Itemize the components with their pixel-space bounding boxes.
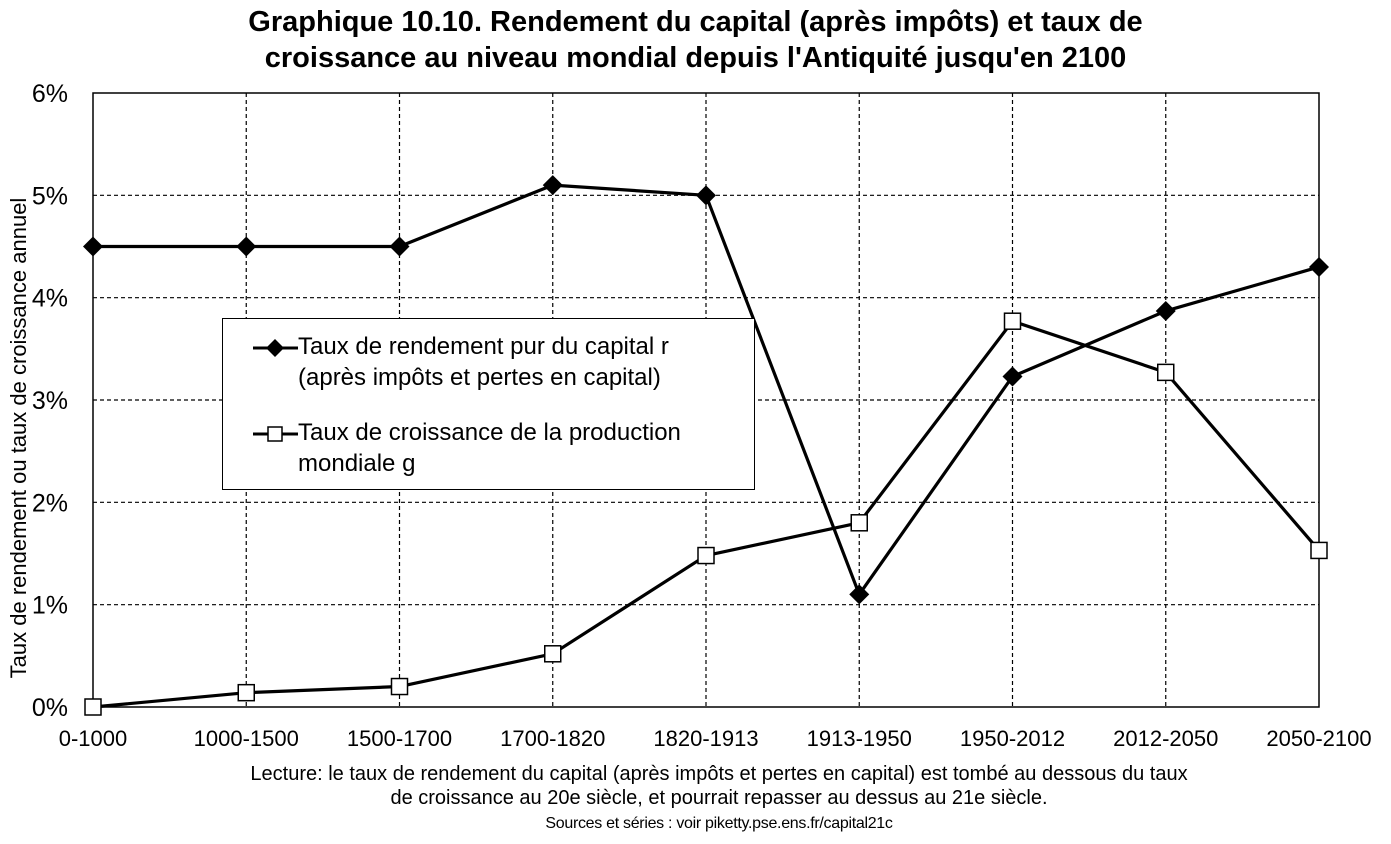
y-axis-tick-labels: 0% 1% 2% 3% 4% 5% 6% xyxy=(32,80,68,722)
data-point-diamond xyxy=(696,185,716,206)
data-point-square xyxy=(1003,312,1022,330)
data-point-diamond xyxy=(1155,300,1176,321)
y-tick-label: 1% xyxy=(32,592,68,620)
y-tick-label: 5% xyxy=(32,182,68,210)
x-tick-label: 2050-2100 xyxy=(1266,726,1371,751)
reading-note-line-2: de croissance au 20e siècle, et pourrait… xyxy=(390,787,1048,809)
data-point-diamond xyxy=(83,236,103,257)
data-point-square xyxy=(1310,541,1328,560)
data-point-diamond xyxy=(849,584,870,605)
data-point-diamond xyxy=(1309,256,1329,277)
x-tick-label: 1950-2012 xyxy=(960,726,1065,751)
data-point-square xyxy=(544,645,562,663)
y-axis-label: Taux de rendement ou taux de croissance … xyxy=(6,198,31,679)
data-point-diamond xyxy=(389,236,410,257)
x-tick-label: 1913-1950 xyxy=(807,726,912,751)
chart-title-line-1: Graphique 10.10. Rendement du capital (a… xyxy=(248,6,1143,38)
data-point-square xyxy=(390,677,409,696)
data-point-diamond xyxy=(1002,366,1023,387)
x-tick-label: 2012-2050 xyxy=(1113,726,1218,751)
reading-note-line-1: Lecture: le taux de rendement du capital… xyxy=(250,763,1188,785)
y-tick-label: 0% xyxy=(32,694,68,722)
legend-diamond-marker-icon xyxy=(266,339,284,357)
series-g-world-growth xyxy=(84,312,1328,716)
series-layer xyxy=(83,175,1329,716)
y-tick-label: 4% xyxy=(32,285,68,313)
data-point-square xyxy=(1157,363,1175,382)
sources-note: Sources et séries : voir piketty.pse.ens… xyxy=(545,815,893,832)
legend-square-marker-icon xyxy=(267,426,283,442)
data-point-diamond xyxy=(236,236,257,257)
reading-note: Lecture: le taux de rendement du capital… xyxy=(0,762,1391,810)
y-tick-label: 3% xyxy=(32,387,68,415)
y-tick-label: 6% xyxy=(32,80,68,108)
series-r-return-on-capital xyxy=(83,175,1329,605)
data-point-square xyxy=(697,546,715,565)
x-tick-label: 1820-1913 xyxy=(653,726,758,751)
plot-area-frame xyxy=(92,92,1320,708)
legend-label-r-line-1: Taux de rendement pur du capital r xyxy=(298,333,669,360)
legend-label-g-line-1: Taux de croissance de la production xyxy=(298,419,681,446)
y-tick-label: 2% xyxy=(32,489,68,517)
x-tick-label: 1000-1500 xyxy=(194,726,299,751)
data-point-diamond xyxy=(542,175,563,196)
x-tick-label: 1500-1700 xyxy=(347,726,452,751)
data-point-square xyxy=(84,698,102,716)
chart-title-line-2: croissance au niveau mondial depuis l'An… xyxy=(264,42,1127,74)
legend: Taux de rendement pur du capital r (aprè… xyxy=(222,318,755,490)
x-axis-tick-labels: 0-1000 1000-1500 1500-1700 1700-1820 1820-19… xyxy=(59,726,1372,751)
chart-title: Graphique 10.10. Rendement du capital (a… xyxy=(0,4,1391,76)
x-tick-label: 1700-1820 xyxy=(500,726,605,751)
data-point-square xyxy=(237,683,255,702)
legend-label-g-line-2: mondiale g xyxy=(298,450,416,477)
x-tick-label: 0-1000 xyxy=(59,726,128,751)
legend-label-r-line-2: (après impôts et pertes en capital) xyxy=(298,364,661,391)
data-point-square xyxy=(850,514,868,532)
